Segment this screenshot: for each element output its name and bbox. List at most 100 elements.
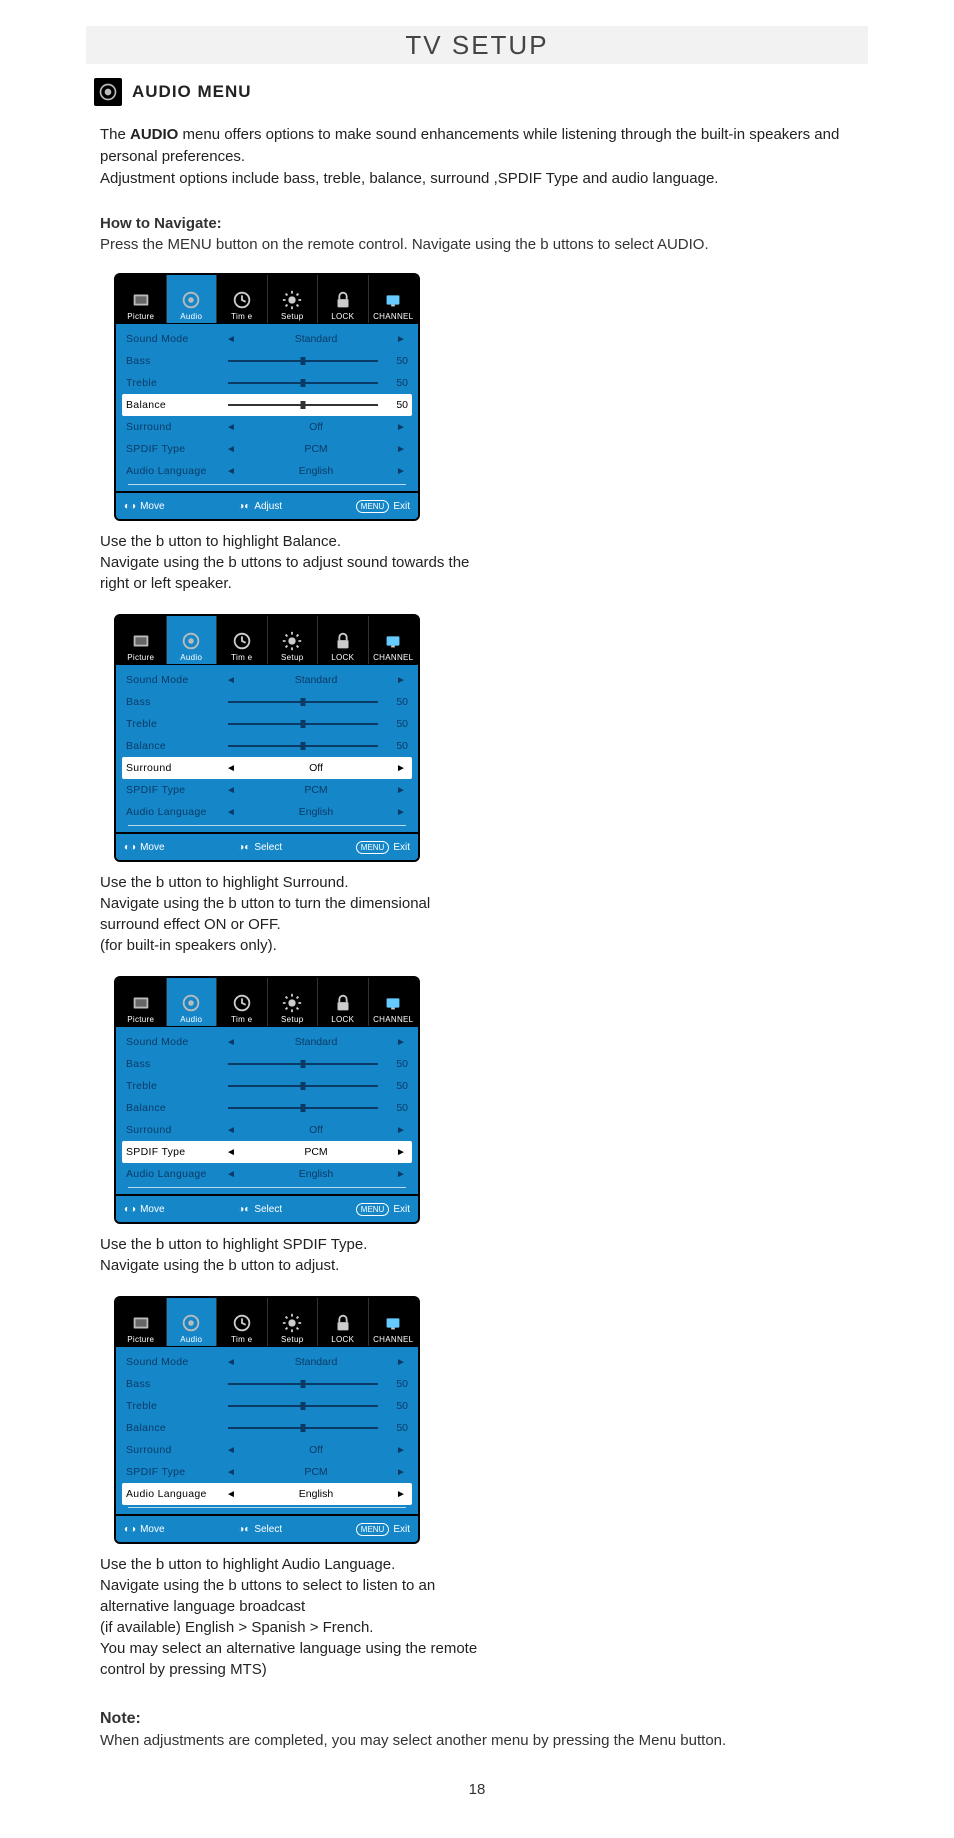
row-lang[interactable]: Audio Language◄English► [122,1483,412,1505]
tab-setup[interactable]: Setup [268,1298,319,1346]
left-arrow-icon[interactable]: ◄ [224,1357,238,1368]
row-bass[interactable]: Bass50 [122,691,412,713]
menu-rows: Sound Mode◄Standard►Bass50Treble50Balanc… [116,324,418,491]
right-arrow-icon[interactable]: ► [394,466,408,477]
right-arrow-icon[interactable]: ► [394,422,408,433]
left-arrow-icon[interactable]: ◄ [224,675,238,686]
tab-channel[interactable]: CHANNEL [369,1298,419,1346]
right-arrow-icon[interactable]: ► [394,1489,408,1500]
row-spdif[interactable]: SPDIF Type◄PCM► [122,438,412,460]
row-sound_mode[interactable]: Sound Mode◄Standard► [122,1351,412,1373]
row-balance[interactable]: Balance50 [122,1097,412,1119]
left-arrow-icon[interactable]: ◄ [224,1037,238,1048]
tab-channel[interactable]: CHANNEL [369,978,419,1026]
right-arrow-icon[interactable]: ► [394,334,408,345]
right-arrow-icon[interactable]: ► [394,1445,408,1456]
row-sound_mode[interactable]: Sound Mode◄Standard► [122,1031,412,1053]
row-lang[interactable]: Audio Language◄English► [122,801,412,823]
header-bar: TV SETUP [86,26,868,64]
tab-setup[interactable]: Setup [268,616,319,664]
section-header: AUDIO MENU [94,78,924,106]
right-arrow-icon[interactable]: ► [394,675,408,686]
right-arrow-icon[interactable]: ► [394,807,408,818]
tab-lock[interactable]: LOCK [318,1298,369,1346]
row-balance[interactable]: Balance50 [122,735,412,757]
tab-time[interactable]: Tim e [217,1298,268,1346]
right-arrow-icon[interactable]: ► [394,1125,408,1136]
slider-bass[interactable] [228,701,378,703]
right-arrow-icon[interactable]: ► [394,785,408,796]
row-balance[interactable]: Balance50 [122,394,412,416]
row-treble[interactable]: Treble50 [122,1395,412,1417]
slider-bass[interactable] [228,1383,378,1385]
row-surround[interactable]: Surround◄Off► [122,1119,412,1141]
left-arrow-icon[interactable]: ◄ [224,1489,238,1500]
slider-bass[interactable] [228,360,378,362]
tab-lock[interactable]: LOCK [318,978,369,1026]
tab-time[interactable]: Tim e [217,275,268,323]
navigate-text: Press the MENU button on the remote cont… [100,236,854,253]
row-treble[interactable]: Treble50 [122,372,412,394]
left-arrow-icon[interactable]: ◄ [224,1467,238,1478]
tab-lock[interactable]: LOCK [318,616,369,664]
left-arrow-icon[interactable]: ◄ [224,1445,238,1456]
slider-treble[interactable] [228,723,378,725]
tab-channel[interactable]: CHANNEL [369,616,419,664]
slider-balance[interactable] [228,1427,378,1429]
right-arrow-icon[interactable]: ► [394,1037,408,1048]
row-bass[interactable]: Bass50 [122,1373,412,1395]
row-lang[interactable]: Audio Language◄English► [122,1163,412,1185]
left-arrow-icon[interactable]: ◄ [224,466,238,477]
right-arrow-icon[interactable]: ► [394,1169,408,1180]
tab-lock[interactable]: LOCK [318,275,369,323]
tab-picture[interactable]: Picture [116,978,167,1026]
left-arrow-icon[interactable]: ◄ [224,1147,238,1158]
right-arrow-icon[interactable]: ► [394,1147,408,1158]
row-surround[interactable]: Surround◄Off► [122,1439,412,1461]
tab-setup[interactable]: Setup [268,978,319,1026]
slider-bass[interactable] [228,1063,378,1065]
tab-audio[interactable]: Audio [167,616,218,664]
left-arrow-icon[interactable]: ◄ [224,334,238,345]
row-bass[interactable]: Bass50 [122,1053,412,1075]
tab-channel[interactable]: CHANNEL [369,275,419,323]
slider-balance[interactable] [228,1107,378,1109]
row-treble[interactable]: Treble50 [122,713,412,735]
right-arrow-icon[interactable]: ► [394,763,408,774]
tab-audio[interactable]: Audio [167,275,218,323]
row-spdif[interactable]: SPDIF Type◄PCM► [122,1141,412,1163]
tab-time[interactable]: Tim e [217,978,268,1026]
left-arrow-icon[interactable]: ◄ [224,1169,238,1180]
row-lang[interactable]: Audio Language◄English► [122,460,412,482]
row-surround[interactable]: Surround◄Off► [122,416,412,438]
tab-picture[interactable]: Picture [116,1298,167,1346]
row-sound_mode[interactable]: Sound Mode◄Standard► [122,328,412,350]
tab-audio[interactable]: Audio [167,978,218,1026]
right-arrow-icon[interactable]: ► [394,1467,408,1478]
row-surround[interactable]: Surround◄Off► [122,757,412,779]
left-arrow-icon[interactable]: ◄ [224,785,238,796]
tab-time[interactable]: Tim e [217,616,268,664]
slider-treble[interactable] [228,1085,378,1087]
tab-picture[interactable]: Picture [116,275,167,323]
row-balance[interactable]: Balance50 [122,1417,412,1439]
slider-treble[interactable] [228,382,378,384]
left-arrow-icon[interactable]: ◄ [224,807,238,818]
tab-picture[interactable]: Picture [116,616,167,664]
row-sound_mode[interactable]: Sound Mode◄Standard► [122,669,412,691]
slider-balance[interactable] [228,745,378,747]
tab-audio[interactable]: Audio [167,1298,218,1346]
left-arrow-icon[interactable]: ◄ [224,1125,238,1136]
slider-treble[interactable] [228,1405,378,1407]
row-spdif[interactable]: SPDIF Type◄PCM► [122,1461,412,1483]
right-arrow-icon[interactable]: ► [394,1357,408,1368]
left-arrow-icon[interactable]: ◄ [224,422,238,433]
left-arrow-icon[interactable]: ◄ [224,444,238,455]
slider-balance[interactable] [228,404,378,406]
left-arrow-icon[interactable]: ◄ [224,763,238,774]
row-bass[interactable]: Bass50 [122,350,412,372]
row-treble[interactable]: Treble50 [122,1075,412,1097]
right-arrow-icon[interactable]: ► [394,444,408,455]
row-spdif[interactable]: SPDIF Type◄PCM► [122,779,412,801]
tab-setup[interactable]: Setup [268,275,319,323]
